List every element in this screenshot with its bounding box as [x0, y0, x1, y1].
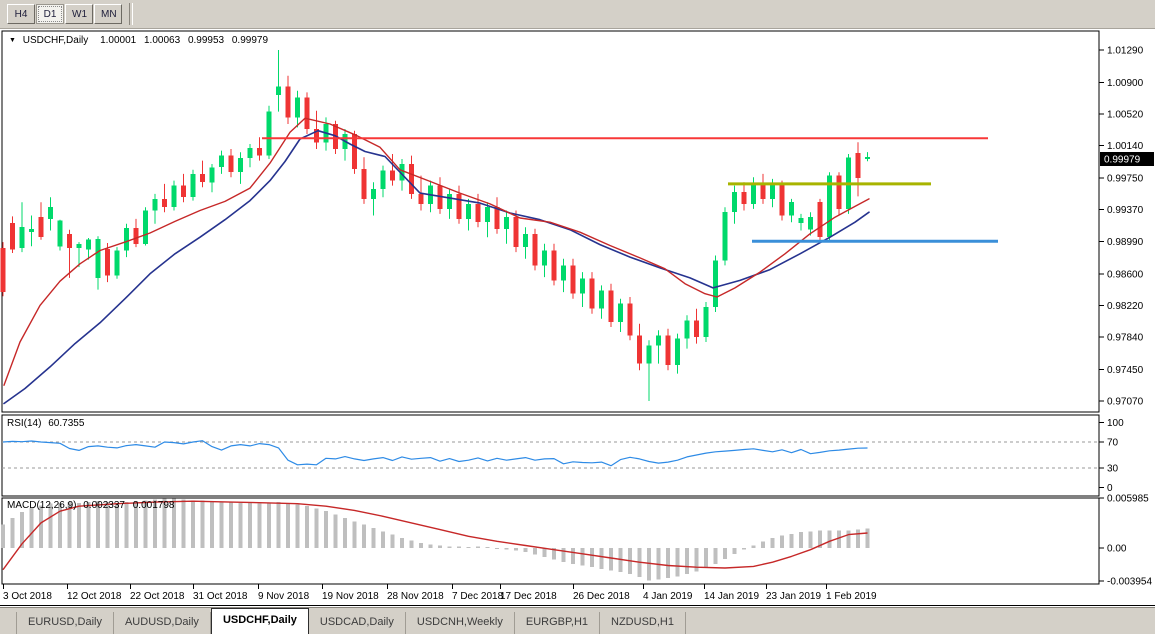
tab-usdcnh-weekly[interactable]: USDCNH,Weekly — [406, 612, 515, 634]
svg-text:100: 100 — [1107, 418, 1124, 429]
svg-text:17 Dec 2018: 17 Dec 2018 — [500, 591, 557, 602]
toolbar-separator — [129, 3, 133, 25]
svg-text:1.00900: 1.00900 — [1107, 78, 1144, 89]
timeframe-w1-button[interactable]: W1 — [65, 4, 93, 24]
svg-text:1.01290: 1.01290 — [1107, 46, 1144, 57]
svg-text:3 Oct 2018: 3 Oct 2018 — [3, 591, 52, 602]
svg-text:0.97070: 0.97070 — [1107, 397, 1144, 408]
svg-text:0.99979: 0.99979 — [1104, 155, 1141, 166]
svg-text:22 Oct 2018: 22 Oct 2018 — [130, 591, 185, 602]
tab-usdcad-daily[interactable]: USDCAD,Daily — [309, 612, 406, 634]
svg-text:0.98990: 0.98990 — [1107, 237, 1144, 248]
chart-canvas[interactable]: 1.01290 1.00900 1.00520 1.00140 0.99750 0.993… — [0, 29, 1155, 607]
svg-text:0.97450: 0.97450 — [1107, 365, 1144, 376]
panel-frames — [0, 29, 1155, 607]
rsi-indicator: 100 70 30 0 — [2, 418, 1124, 494]
candlestick-series — [0, 50, 870, 401]
date-axis: 3 Oct 2018 12 Oct 2018 22 Oct 2018 31 Oct 2… — [3, 584, 877, 602]
timeframe-d1-button[interactable]: D1 — [36, 4, 64, 24]
tab-audusd-daily[interactable]: AUDUSD,Daily — [114, 612, 211, 634]
timeframe-h4-button[interactable]: H4 — [7, 4, 35, 24]
tab-usdchf-daily[interactable]: USDCHF,Daily — [210, 608, 309, 634]
svg-text:7 Dec 2018: 7 Dec 2018 — [452, 591, 504, 602]
tab-nzdusd-h1[interactable]: NZDUSD,H1 — [600, 612, 686, 634]
macd-indicator: 0.005985 0.00 -0.003954 — [1, 494, 1152, 588]
svg-text:12 Oct 2018: 12 Oct 2018 — [67, 591, 122, 602]
svg-text:0.97840: 0.97840 — [1107, 333, 1144, 344]
svg-text:4 Jan 2019: 4 Jan 2019 — [643, 591, 693, 602]
svg-text:0.00: 0.00 — [1107, 544, 1127, 555]
svg-text:0.99370: 0.99370 — [1107, 205, 1144, 216]
svg-text:28 Nov 2018: 28 Nov 2018 — [387, 591, 444, 602]
svg-text:70: 70 — [1107, 438, 1119, 449]
chart-tabbar: EURUSD,Daily AUDUSD,Daily USDCHF,Daily U… — [0, 607, 1155, 634]
timeframe-toolbar: H4 D1 W1 MN — [0, 0, 1155, 29]
price-axis: 1.01290 1.00900 1.00520 1.00140 0.99750 0.993… — [1099, 46, 1154, 408]
svg-text:-0.003954: -0.003954 — [1107, 577, 1152, 588]
svg-text:23 Jan 2019: 23 Jan 2019 — [766, 591, 821, 602]
svg-text:9 Nov 2018: 9 Nov 2018 — [258, 591, 310, 602]
svg-text:1 Feb 2019: 1 Feb 2019 — [826, 591, 877, 602]
svg-text:14 Jan 2019: 14 Jan 2019 — [704, 591, 759, 602]
tab-eurusd-daily[interactable]: EURUSD,Daily — [16, 612, 114, 634]
svg-text:0.98600: 0.98600 — [1107, 269, 1144, 280]
svg-text:1.00520: 1.00520 — [1107, 110, 1144, 121]
svg-text:0.98220: 0.98220 — [1107, 301, 1144, 312]
svg-text:0.99750: 0.99750 — [1107, 174, 1144, 185]
svg-text:19 Nov 2018: 19 Nov 2018 — [322, 591, 379, 602]
svg-text:0: 0 — [1107, 483, 1113, 494]
timeframe-mn-button[interactable]: MN — [94, 4, 122, 24]
svg-text:1.00140: 1.00140 — [1107, 141, 1144, 152]
svg-text:0.005985: 0.005985 — [1107, 494, 1149, 505]
svg-text:30: 30 — [1107, 464, 1119, 475]
svg-text:31 Oct 2018: 31 Oct 2018 — [193, 591, 248, 602]
moving-averages — [3, 117, 870, 405]
horizontal-lines — [262, 137, 998, 243]
chart-area: 1.01290 1.00900 1.00520 1.00140 0.99750 0.993… — [0, 29, 1155, 607]
svg-text:26 Dec 2018: 26 Dec 2018 — [573, 591, 630, 602]
tab-eurgbp-h1[interactable]: EURGBP,H1 — [515, 612, 601, 634]
